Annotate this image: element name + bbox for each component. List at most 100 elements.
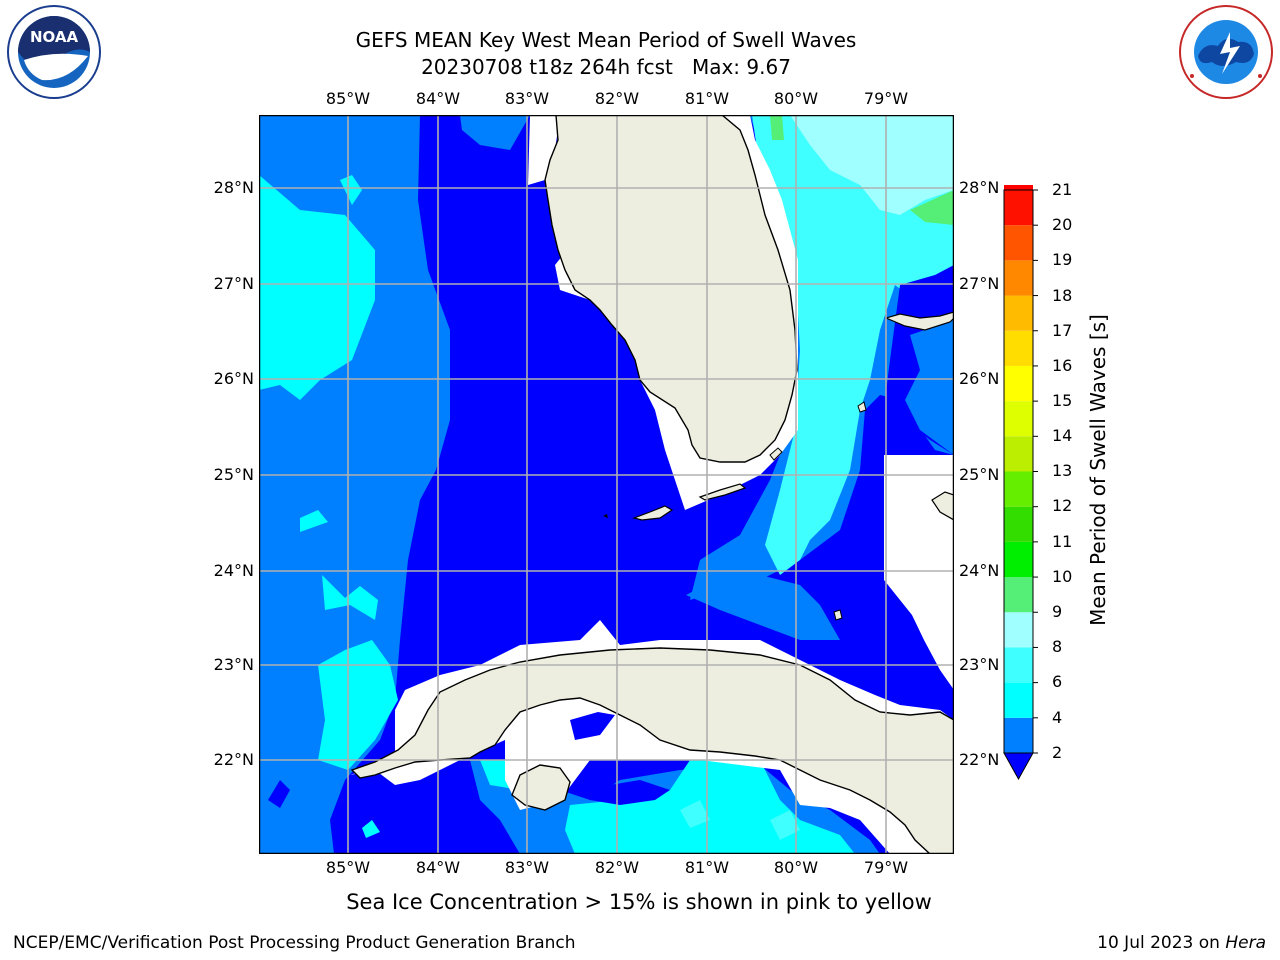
florida-keys (769, 447, 783, 461)
lon-label-bottom: 83°W (504, 858, 550, 877)
colorbar-tick-label: 13 (1052, 461, 1073, 480)
lat-label-left: 27°N (213, 274, 254, 293)
footer-branch: NCEP/EMC/Verification Post Processing Pr… (13, 933, 576, 953)
noaa-text: NOAA (30, 28, 79, 46)
contour-4-6s (318, 640, 398, 770)
colorbar-band (1004, 330, 1033, 366)
colorbar-tick-label: 11 (1052, 532, 1073, 551)
colorbar-tick-label: 19 (1052, 250, 1073, 269)
colorbar-tick-label: 21 (1052, 180, 1073, 199)
florida-keys (631, 505, 674, 521)
colorbar-tick-label: 15 (1052, 391, 1073, 410)
contour-deep (268, 780, 290, 808)
lon-label-top: 82°W (594, 89, 640, 108)
colorbar-tick-label: 16 (1052, 356, 1073, 375)
contour-2-4s (686, 575, 840, 640)
colorbar-tick-label: 4 (1052, 708, 1063, 727)
map-title: GEFS MEAN Key West Mean Period of Swell … (355, 28, 857, 52)
contour-6-8s (752, 115, 954, 575)
noaa-logo: NOAA (7, 5, 101, 99)
colorbar-tick-label: 20 (1052, 215, 1073, 234)
colorbar-ticks (1033, 189, 1038, 754)
colorbar-tick-label: 14 (1052, 426, 1073, 445)
lat-label-right: 22°N (959, 750, 1000, 769)
masked-region (884, 455, 954, 690)
lat-label-left: 23°N (213, 655, 254, 674)
lon-label-top: 85°W (325, 89, 371, 108)
colorbar-tick-label: 8 (1052, 637, 1063, 656)
footer-date: 10 Jul 2023 on Hera (1097, 933, 1266, 953)
lon-label-bottom: 79°W (863, 858, 909, 877)
colorbar-band (1004, 260, 1033, 296)
colorbar-band (1004, 612, 1033, 648)
colorbar-label: Mean Period of Swell Waves [s] (1086, 314, 1110, 626)
bahamas-island (884, 311, 954, 331)
lat-label-right: 23°N (959, 655, 1000, 674)
colorbar-band (1004, 401, 1033, 437)
footer-machine: Hera (1225, 933, 1266, 953)
contour-9-10s (910, 190, 954, 225)
contour-4-6s (362, 820, 380, 838)
contour-2-4s (460, 115, 530, 150)
dry-tortugas (603, 514, 608, 518)
graticule (259, 115, 954, 854)
colorbar-tick-label: 10 (1052, 567, 1073, 586)
swell-period-map (259, 115, 954, 854)
masked-region (528, 115, 560, 185)
colorbar-band (1004, 541, 1033, 578)
contour-6-8s (770, 810, 800, 840)
colorbar-band (1004, 225, 1033, 261)
lat-label-right: 26°N (959, 369, 1000, 388)
map-frame (259, 115, 954, 854)
lat-label-right: 25°N (959, 465, 1000, 484)
lon-label-bottom: 84°W (415, 858, 461, 877)
colorbar-band (1004, 190, 1033, 226)
lat-label-left: 24°N (213, 561, 254, 580)
colorbar-band (1004, 682, 1033, 718)
colorbar-tick-label: 6 (1052, 672, 1063, 691)
lat-label-left: 26°N (213, 369, 254, 388)
contour-4-6s (300, 510, 328, 532)
colorbar-tick-label: 2 (1052, 743, 1063, 762)
colorbar (1003, 185, 1038, 781)
bahamas-island (833, 609, 843, 621)
lon-label-top: 81°W (684, 89, 730, 108)
lon-label-top: 80°W (773, 89, 819, 108)
colorbar-tick-label: 17 (1052, 321, 1073, 340)
colorbar-band (1004, 436, 1033, 472)
lon-label-top: 84°W (415, 89, 461, 108)
colorbar-band (1004, 471, 1033, 507)
lon-label-bottom: 81°W (684, 858, 730, 877)
florida-keys (698, 483, 747, 501)
contour-deep (570, 712, 615, 740)
contour-4-6s (259, 175, 375, 400)
lat-label-left: 25°N (213, 465, 254, 484)
colorbar-band (1004, 295, 1033, 331)
contour-4-6s (322, 575, 378, 620)
colorbar-band (1004, 717, 1033, 753)
bahamas-island (857, 401, 867, 413)
colorbar-band (1004, 365, 1033, 402)
contour-2-4s (905, 320, 954, 455)
colorbar-band (1004, 185, 1033, 190)
colorbar-segments (1003, 185, 1034, 781)
colorbar-band (1004, 647, 1033, 683)
sea-ice-note: Sea Ice Concentration > 15% is shown in … (346, 890, 932, 914)
lat-label-left: 28°N (213, 178, 254, 197)
lon-label-bottom: 85°W (325, 858, 371, 877)
lon-label-top: 79°W (863, 89, 909, 108)
nws-logo (1179, 5, 1273, 99)
lat-label-right: 28°N (959, 178, 1000, 197)
contour-8-9s (790, 115, 954, 215)
lat-label-right: 24°N (959, 561, 1000, 580)
map-subtitle: 20230708 t18z 264h fcst Max: 9.67 (421, 55, 791, 79)
bahamas-island (931, 491, 954, 521)
colorbar-band (1004, 577, 1033, 613)
colorbar-band (1004, 506, 1033, 542)
cuba-land (350, 647, 954, 854)
colorbar-tick-label: 12 (1052, 496, 1073, 515)
contour-9-10s (770, 115, 784, 140)
contour-4-6s (340, 175, 362, 205)
lat-label-right: 27°N (959, 274, 1000, 293)
footer-date-text: 10 Jul 2023 on (1097, 933, 1226, 953)
